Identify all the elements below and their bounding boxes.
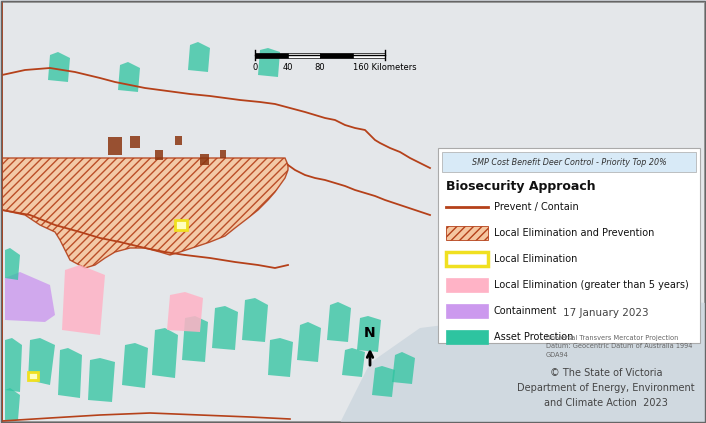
Polygon shape <box>340 293 706 423</box>
Bar <box>130 136 140 148</box>
Text: Containment: Containment <box>494 306 557 316</box>
Text: Local Elimination: Local Elimination <box>494 254 578 264</box>
Bar <box>446 252 488 266</box>
Bar <box>446 226 488 240</box>
Polygon shape <box>118 62 140 92</box>
Text: 17 January 2023: 17 January 2023 <box>563 308 649 318</box>
Polygon shape <box>28 338 55 385</box>
Bar <box>442 152 696 172</box>
Bar <box>320 52 352 58</box>
Text: Prevent / Contain: Prevent / Contain <box>494 202 579 212</box>
Bar <box>438 148 700 343</box>
Polygon shape <box>5 272 55 322</box>
Polygon shape <box>88 358 115 402</box>
Polygon shape <box>48 52 70 82</box>
Text: Asset Protection: Asset Protection <box>494 332 573 342</box>
Polygon shape <box>5 388 20 420</box>
Polygon shape <box>268 338 293 377</box>
Text: Universal Transvers Mercator Projection
Datum: Geocentric Datum of Australia 199: Universal Transvers Mercator Projection … <box>546 335 693 358</box>
Bar <box>155 150 163 160</box>
Polygon shape <box>5 338 22 392</box>
Polygon shape <box>188 42 210 72</box>
Text: 0: 0 <box>252 63 258 72</box>
Text: 160 Kilometers: 160 Kilometers <box>353 63 417 72</box>
Bar <box>446 304 488 318</box>
Text: Local Elimination and Prevention: Local Elimination and Prevention <box>494 228 654 238</box>
Polygon shape <box>242 298 268 342</box>
Text: © The State of Victoria
Department of Energy, Environment
and Climate Action  20: © The State of Victoria Department of En… <box>517 368 695 408</box>
Polygon shape <box>122 343 148 388</box>
Text: SMP Cost Benefit Deer Control - Priority Top 20%: SMP Cost Benefit Deer Control - Priority… <box>472 157 666 167</box>
Polygon shape <box>62 265 105 335</box>
Bar <box>255 52 287 58</box>
Bar <box>352 52 385 58</box>
Polygon shape <box>2 158 288 423</box>
Polygon shape <box>182 316 208 362</box>
Bar <box>446 278 488 292</box>
Polygon shape <box>297 322 321 362</box>
Polygon shape <box>167 292 203 332</box>
Bar <box>175 136 182 145</box>
Bar <box>446 330 488 344</box>
Text: N: N <box>364 326 376 340</box>
Bar <box>220 150 226 158</box>
Polygon shape <box>357 316 381 352</box>
Bar <box>175 220 187 230</box>
Polygon shape <box>212 306 238 350</box>
Polygon shape <box>327 302 351 342</box>
Text: Local Elimination (greater than 5 years): Local Elimination (greater than 5 years) <box>494 280 689 290</box>
Bar <box>28 372 38 380</box>
Polygon shape <box>152 328 178 378</box>
Text: 80: 80 <box>315 63 325 72</box>
Polygon shape <box>342 348 365 377</box>
Polygon shape <box>372 366 395 397</box>
Bar <box>287 52 320 58</box>
Polygon shape <box>5 248 20 280</box>
Bar <box>108 137 122 155</box>
Text: Biosecurity Approach: Biosecurity Approach <box>446 180 596 193</box>
Text: 40: 40 <box>282 63 293 72</box>
Polygon shape <box>58 348 82 398</box>
Polygon shape <box>392 352 415 384</box>
Bar <box>200 154 209 165</box>
Polygon shape <box>258 48 280 77</box>
